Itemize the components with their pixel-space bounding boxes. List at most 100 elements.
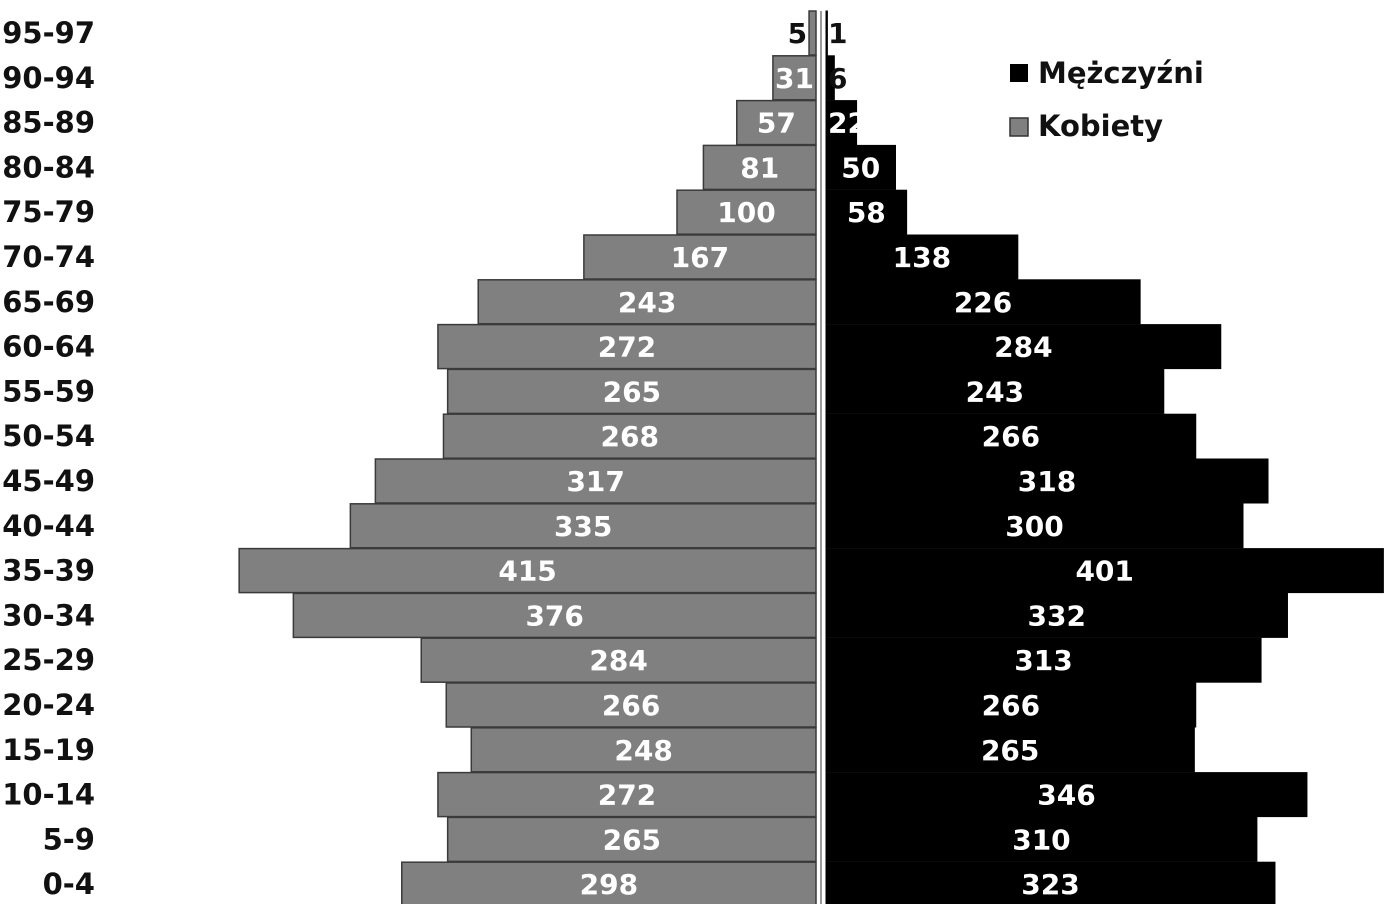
legend-swatch-women	[1009, 117, 1029, 137]
age-label: 55-59	[2, 374, 95, 408]
age-label: 40-44	[2, 509, 95, 543]
bar-female	[470, 727, 817, 773]
value-label-male: 323	[1021, 868, 1079, 901]
age-label: 10-14	[2, 778, 95, 812]
bar-female	[772, 55, 817, 101]
bar-female	[437, 323, 817, 370]
bar-female	[374, 458, 817, 504]
value-label-male: 226	[954, 286, 1012, 319]
value-label-male: 266	[982, 420, 1040, 453]
bar-male	[825, 324, 1222, 370]
male-bars	[825, 10, 1384, 904]
age-label: 45-49	[2, 464, 95, 498]
bar-male	[825, 10, 828, 56]
bar-female	[736, 99, 817, 146]
value-label-male: 332	[1028, 599, 1086, 632]
bar-female	[238, 547, 817, 594]
value-label-female: 81	[740, 151, 779, 184]
value-label-male: 401	[1075, 555, 1133, 588]
bar-female	[349, 503, 817, 549]
value-label-male: 50	[841, 151, 880, 184]
value-label-male: 266	[982, 689, 1040, 722]
value-label-female: 266	[602, 689, 660, 722]
value-label-female: 317	[566, 465, 624, 498]
value-label-female: 100	[717, 196, 775, 229]
bar-female	[442, 413, 817, 459]
bar-female	[292, 592, 817, 639]
value-label-female: 265	[603, 823, 661, 856]
value-label-male: 1	[828, 17, 847, 50]
value-label-female: 298	[580, 868, 638, 901]
bar-male	[825, 548, 1384, 594]
bar-female	[420, 637, 817, 683]
bar-male	[825, 592, 1288, 638]
age-label: 60-64	[2, 330, 95, 364]
legend-label-men: Mężczyźni	[1038, 56, 1204, 90]
age-label: 75-79	[2, 195, 95, 229]
bar-female	[446, 368, 817, 415]
age-label: 95-97	[2, 16, 95, 50]
age-label: 5-9	[43, 822, 95, 856]
value-label-female: 376	[525, 599, 583, 632]
age-label: 70-74	[2, 240, 95, 274]
value-label-female: 5	[788, 17, 807, 50]
female-bars	[238, 10, 817, 904]
bar-female	[583, 234, 817, 280]
value-label-male: 313	[1014, 644, 1072, 677]
bar-female	[445, 682, 817, 728]
value-label-male: 22	[828, 107, 867, 140]
age-label: 20-24	[2, 688, 95, 722]
age-group-labels: 95-97 90-94 85-89 80-84 75-79 70-74 65-69 60-64…	[2, 16, 95, 901]
age-label: 35-39	[2, 554, 95, 588]
bar-female	[702, 144, 817, 191]
bar-male	[825, 144, 896, 190]
value-label-male: 310	[1012, 823, 1070, 856]
bar-male	[825, 368, 1165, 414]
bar-female	[808, 10, 817, 56]
value-label-female: 268	[601, 420, 659, 453]
bar-male	[825, 55, 835, 101]
value-label-female: 284	[589, 644, 647, 677]
bar-male	[825, 727, 1195, 773]
bar-male	[825, 503, 1244, 549]
value-label-male: 58	[847, 196, 886, 229]
age-label: 0-4	[43, 867, 95, 901]
value-label-male: 138	[893, 241, 951, 274]
legend-swatch-men	[1010, 64, 1028, 82]
bar-male	[825, 458, 1269, 504]
age-label: 15-19	[2, 733, 95, 767]
value-label-female: 415	[498, 555, 556, 588]
value-label-female: 265	[603, 375, 661, 408]
age-label: 85-89	[2, 106, 95, 140]
age-label: 80-84	[2, 150, 95, 184]
age-label: 90-94	[2, 61, 95, 95]
value-label-male: 6	[828, 62, 847, 95]
bar-male	[825, 682, 1197, 728]
value-label-male: 318	[1018, 465, 1076, 498]
bar-male	[825, 189, 908, 235]
bar-male	[825, 772, 1308, 818]
value-label-male: 300	[1005, 510, 1063, 543]
value-label-male: 284	[994, 331, 1052, 364]
value-label-female: 57	[757, 107, 796, 140]
value-label-male: 346	[1037, 779, 1095, 812]
value-label-female: 248	[614, 734, 672, 767]
bar-female	[437, 771, 817, 818]
bar-female	[477, 279, 817, 325]
bar-female	[401, 861, 817, 904]
value-label-female: 167	[671, 241, 729, 274]
bar-male	[825, 861, 1276, 904]
value-label-female: 272	[598, 331, 656, 364]
value-label-female: 243	[618, 286, 676, 319]
value-label-male: 243	[966, 375, 1024, 408]
bar-female	[446, 816, 817, 863]
age-label: 25-29	[2, 643, 95, 677]
bar-male	[825, 100, 858, 146]
value-label-female: 31	[775, 62, 814, 95]
value-label-female: 335	[554, 510, 612, 543]
bar-male	[825, 413, 1197, 459]
bar-male	[825, 234, 1019, 280]
value-labels: 5 1 31 6 57 22 81 50 100 58 167 138 243 226 272 284 265 2…	[498, 17, 1134, 901]
bar-male	[825, 279, 1141, 325]
age-label: 30-34	[2, 598, 95, 632]
